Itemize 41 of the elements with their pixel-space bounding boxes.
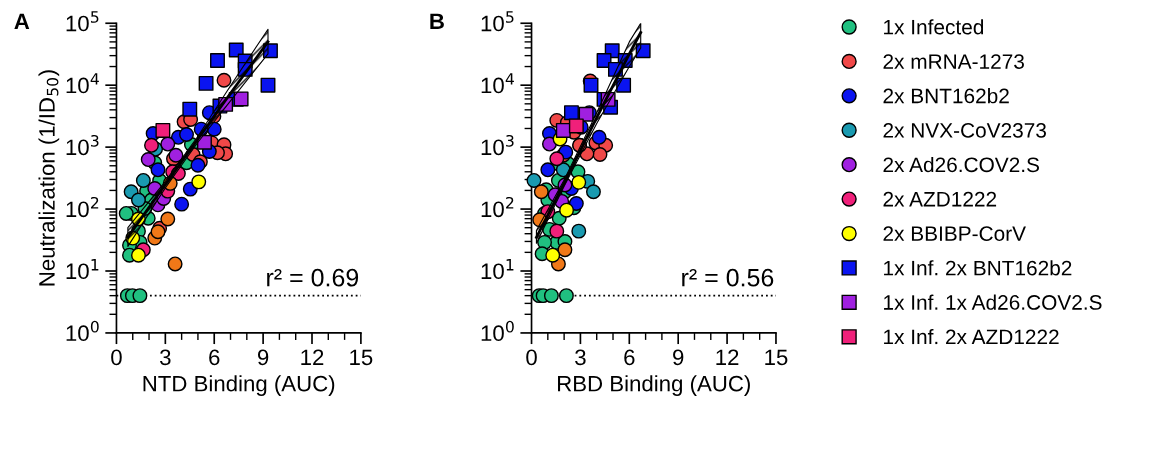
x-tick-label: 15 (765, 349, 788, 366)
x-tick-label: 12 (716, 349, 739, 366)
chart-title: B (430, 13, 444, 29)
y-tick-label: 10$^{3}$ (481, 134, 514, 156)
legend-label: 2x AZD1222 (883, 191, 997, 207)
x-axis-title: NTD Binding (AUC) (143, 375, 335, 396)
chart-title: A (14, 13, 30, 29)
x-tick-label: 6 (209, 349, 220, 366)
y-tick-label: 10$^{3}$ (66, 134, 99, 156)
y-tick-label: 10$^{2}$ (481, 196, 514, 218)
x-tick-label: 0 (111, 349, 122, 366)
x-tick-label: 12 (301, 349, 324, 366)
legend-label: 1x Inf. 1x Ad26.COV2.S (884, 294, 1102, 310)
y-tick-label: 10$^{4}$ (481, 73, 514, 94)
legend-label: 2x BBIBP-CorV (883, 226, 1026, 242)
x-tick-label: 6 (624, 349, 635, 366)
x-tick-label: 15 (350, 349, 373, 366)
y-tick-label: 10$^{1}$ (66, 259, 99, 280)
annotation: r² = 0.56 (682, 268, 774, 287)
x-tick-label: 0 (526, 349, 537, 366)
legend-label: 1x Inf. 2x AZD1222 (884, 329, 1059, 345)
x-tick-label: 9 (257, 349, 269, 366)
legend-label: 2x Ad26.COV2.S (883, 156, 1040, 173)
x-tick-label: 3 (160, 349, 171, 366)
legend-label: 2x NVX-CoV2373 (883, 123, 1046, 138)
legend-label: 2x BNT162b2 (883, 88, 1009, 104)
y-tick-label: 10$^{5}$ (66, 11, 99, 32)
y-tick-label: 10$^{5}$ (481, 11, 514, 32)
legend-label: 1x Infected (884, 19, 984, 35)
legend-label: 1x Inf. 2x BNT162b2 (884, 260, 1072, 276)
y-axis-title: Neutralization (1/ID$_{50}$) (38, 70, 60, 286)
y-tick-label: 10$^{4}$ (66, 73, 99, 94)
legend-label: 2x mRNA-1273 (883, 54, 1024, 69)
x-tick-label: 3 (575, 349, 586, 366)
x-axis-title: RBD Binding (AUC) (558, 375, 750, 396)
annotation: r² = 0.69 (267, 268, 359, 287)
y-tick-label: 10$^{0}$ (481, 320, 514, 342)
y-tick-label: 10$^{1}$ (481, 259, 514, 280)
y-tick-label: 10$^{2}$ (66, 196, 99, 218)
y-tick-label: 10$^{0}$ (66, 320, 99, 342)
x-tick-label: 9 (673, 349, 684, 366)
